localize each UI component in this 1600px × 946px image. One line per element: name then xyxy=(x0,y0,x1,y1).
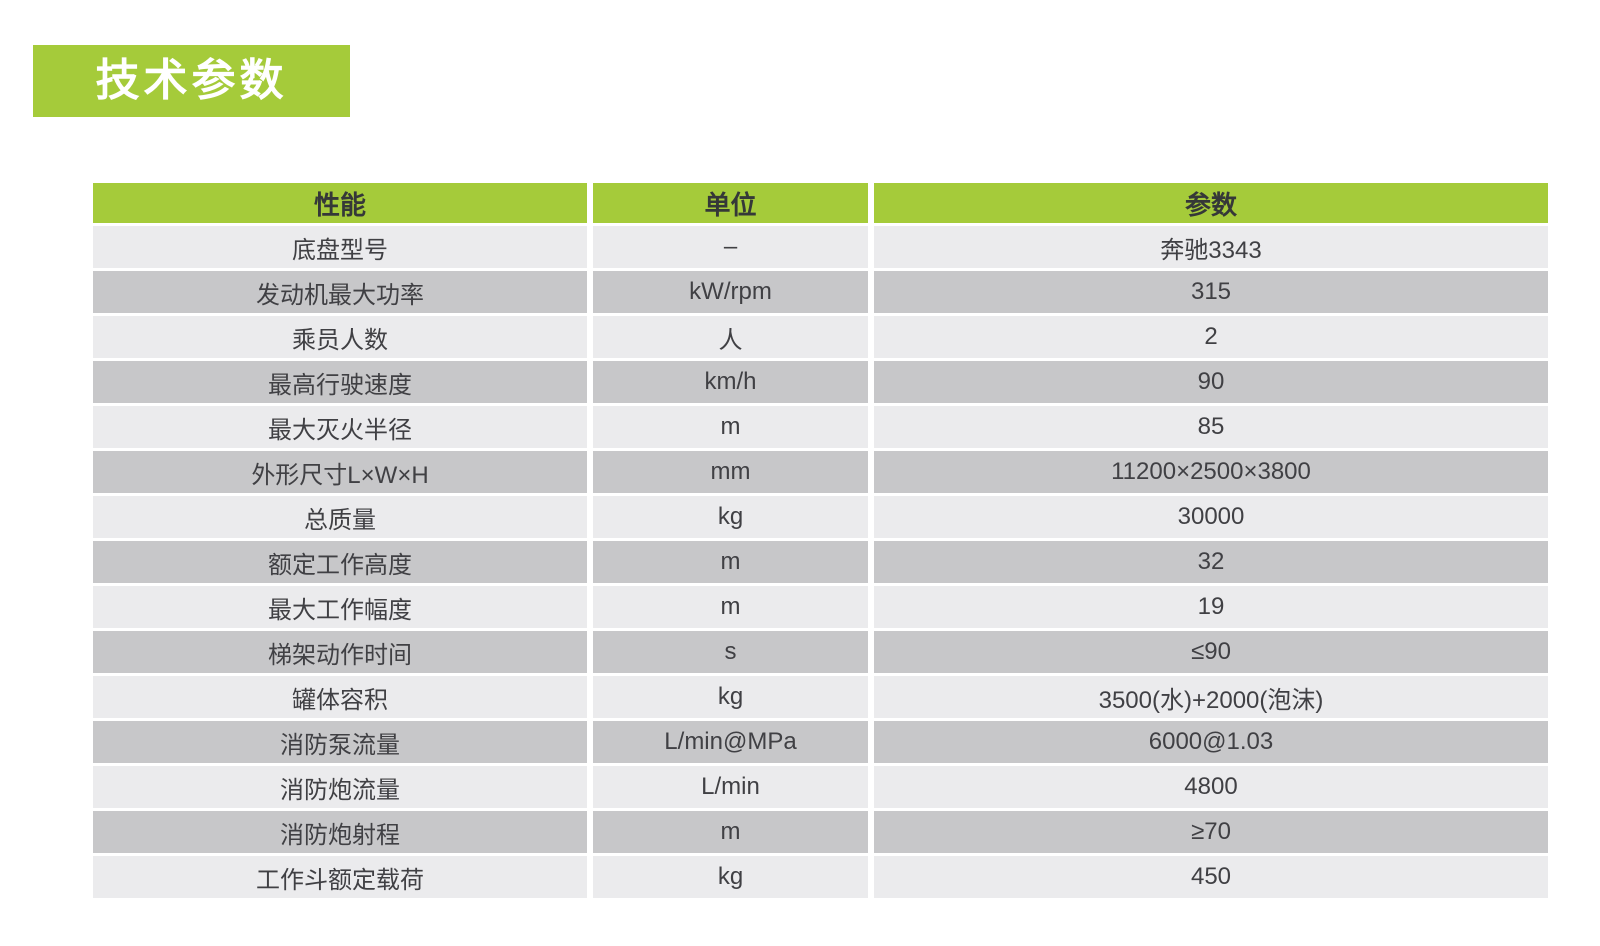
column-header-performance: 性能 xyxy=(93,183,587,223)
table-row: 发动机最大功率 kW/rpm 315 xyxy=(93,271,1548,313)
table-row: 工作斗额定载荷 kg 450 xyxy=(93,856,1548,898)
spec-unit-cell: m xyxy=(593,586,868,628)
spec-value-cell: ≤90 xyxy=(874,631,1548,673)
spec-name-cell: 底盘型号 xyxy=(93,226,587,268)
spec-unit-cell: m xyxy=(593,406,868,448)
spec-unit-cell: mm xyxy=(593,451,868,493)
spec-name-cell: 消防炮流量 xyxy=(93,766,587,808)
table-row: 消防泵流量 L/min@MPa 6000@1.03 xyxy=(93,721,1548,763)
table-row: 最大灭火半径 m 85 xyxy=(93,406,1548,448)
spec-unit-cell: kW/rpm xyxy=(593,271,868,313)
spec-name-cell: 消防泵流量 xyxy=(93,721,587,763)
spec-name-cell: 工作斗额定载荷 xyxy=(93,856,587,898)
table-row: 乘员人数人 2 xyxy=(93,316,1548,358)
spec-value-cell: 19 xyxy=(874,586,1548,628)
spec-value-cell: 32 xyxy=(874,541,1548,583)
spec-name-cell: 最大灭火半径 xyxy=(93,406,587,448)
spec-name-cell: 最大工作幅度 xyxy=(93,586,587,628)
table-row: 消防炮流量 L/min 4800 xyxy=(93,766,1548,808)
spec-value-cell: 450 xyxy=(874,856,1548,898)
spec-unit-cell: kg xyxy=(593,676,868,718)
spec-value-cell: 3500(水)+2000(泡沫) xyxy=(874,676,1548,718)
spec-value-cell: 6000@1.03 xyxy=(874,721,1548,763)
table-row: 梯架动作时间 s ≤90 xyxy=(93,631,1548,673)
spec-name-cell: 外形尺寸L×W×H xyxy=(93,451,587,493)
table-row: 底盘型号 – 奔驰3343 xyxy=(93,226,1548,268)
table-row: 外形尺寸L×W×H mm 11200×2500×3800 xyxy=(93,451,1548,493)
spec-unit-cell: s xyxy=(593,631,868,673)
spec-value-cell: 30000 xyxy=(874,496,1548,538)
section-title-box: 技术参数 xyxy=(33,45,350,117)
spec-name-cell: 消防炮射程 xyxy=(93,811,587,853)
spec-value-cell: 11200×2500×3800 xyxy=(874,451,1548,493)
table-row: 额定工作高度 m 32 xyxy=(93,541,1548,583)
table-row: 最高行驶速度 km/h 90 xyxy=(93,361,1548,403)
spec-value-cell: 2 xyxy=(874,316,1548,358)
spec-unit-cell: 人 xyxy=(593,316,868,358)
spec-name-cell: 最高行驶速度 xyxy=(93,361,587,403)
spec-unit-cell: L/min xyxy=(593,766,868,808)
table-row: 总质量 kg 30000 xyxy=(93,496,1548,538)
spec-name-cell: 罐体容积 xyxy=(93,676,587,718)
spec-name-cell: 总质量 xyxy=(93,496,587,538)
table-row: 罐体容积 kg 3500(水)+2000(泡沫) xyxy=(93,676,1548,718)
spec-value-cell: 90 xyxy=(874,361,1548,403)
spec-value-cell: ≥70 xyxy=(874,811,1548,853)
spec-value-cell: 4800 xyxy=(874,766,1548,808)
spec-value-cell: 315 xyxy=(874,271,1548,313)
column-header-parameter: 参数 xyxy=(874,183,1548,223)
spec-table: 性能 单位 参数 底盘型号 – 奔驰3343 发动机最大功率 kW/rpm 315 乘员人数… xyxy=(87,180,1554,901)
spec-name-cell: 梯架动作时间 xyxy=(93,631,587,673)
header-row: 性能 单位 参数 xyxy=(93,183,1548,223)
spec-unit-cell: kg xyxy=(593,496,868,538)
spec-value-cell: 85 xyxy=(874,406,1548,448)
spec-unit-cell: m xyxy=(593,541,868,583)
spec-name-cell: 发动机最大功率 xyxy=(93,271,587,313)
spec-unit-cell: m xyxy=(593,811,868,853)
spec-name-cell: 乘员人数 xyxy=(93,316,587,358)
spec-unit-cell: km/h xyxy=(593,361,868,403)
spec-unit-cell: L/min@MPa xyxy=(593,721,868,763)
table-row: 最大工作幅度 m 19 xyxy=(93,586,1548,628)
page-title: 技术参数 xyxy=(95,56,288,105)
table-row: 消防炮射程 m ≥70 xyxy=(93,811,1548,853)
spec-unit-cell: kg xyxy=(593,856,868,898)
spec-unit-cell: – xyxy=(593,226,868,268)
spec-value-cell: 奔驰3343 xyxy=(874,226,1548,268)
spec-table-body: 底盘型号 – 奔驰3343 发动机最大功率 kW/rpm 315 乘员人数人 2 最高行驶速度 k… xyxy=(93,226,1548,898)
spec-name-cell: 额定工作高度 xyxy=(93,541,587,583)
spec-table-header: 性能 单位 参数 xyxy=(93,183,1548,223)
column-header-unit: 单位 xyxy=(593,183,868,223)
